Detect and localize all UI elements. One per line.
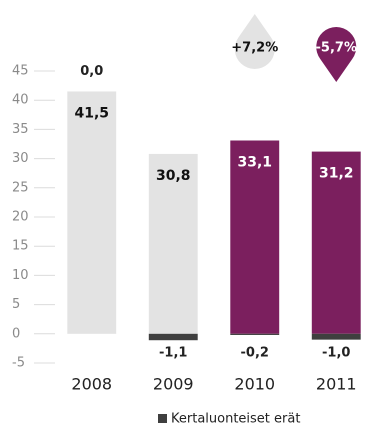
value-label: -1,0 xyxy=(322,345,350,360)
y-tick-label: 20 xyxy=(12,210,29,225)
x-tick-label: 2010 xyxy=(234,375,275,394)
y-tick-label: 0 xyxy=(12,326,20,341)
bar xyxy=(230,140,280,334)
legend-swatch xyxy=(158,414,167,423)
value-label: 41,5 xyxy=(74,105,109,121)
y-tick-label: 15 xyxy=(12,239,29,254)
annotation-drop xyxy=(316,27,357,82)
y-tick-label: 10 xyxy=(12,268,29,283)
y-tick-label: -5 xyxy=(12,356,25,371)
annotation: +7,2% xyxy=(231,41,278,56)
y-tick-label: 35 xyxy=(12,122,29,137)
value-label: -0,2 xyxy=(241,345,269,360)
bar xyxy=(148,153,198,334)
bar xyxy=(311,151,361,334)
value-label: 31,2 xyxy=(319,166,354,182)
y-tick-label: 5 xyxy=(12,297,20,312)
y-tick-label: 40 xyxy=(12,93,29,108)
bar xyxy=(148,333,198,341)
y-tick-label: 30 xyxy=(12,151,29,166)
annotation: -5,7% xyxy=(316,41,357,56)
y-tick-label: 25 xyxy=(12,180,29,195)
legend-label: Kertaluonteiset erät xyxy=(171,412,300,427)
value-label: 30,8 xyxy=(156,168,191,184)
bar xyxy=(311,333,361,340)
value-label: -1,1 xyxy=(159,345,187,360)
x-tick-label: 2009 xyxy=(153,375,194,394)
bar xyxy=(67,91,117,334)
annotation-drop xyxy=(234,14,275,69)
x-tick-label: 2008 xyxy=(71,375,112,394)
x-tick-label: 2011 xyxy=(316,375,357,394)
value-label: 33,1 xyxy=(237,154,272,170)
value-label: 0,0 xyxy=(80,64,103,79)
bar xyxy=(230,333,280,335)
y-tick-label: 45 xyxy=(12,64,29,79)
